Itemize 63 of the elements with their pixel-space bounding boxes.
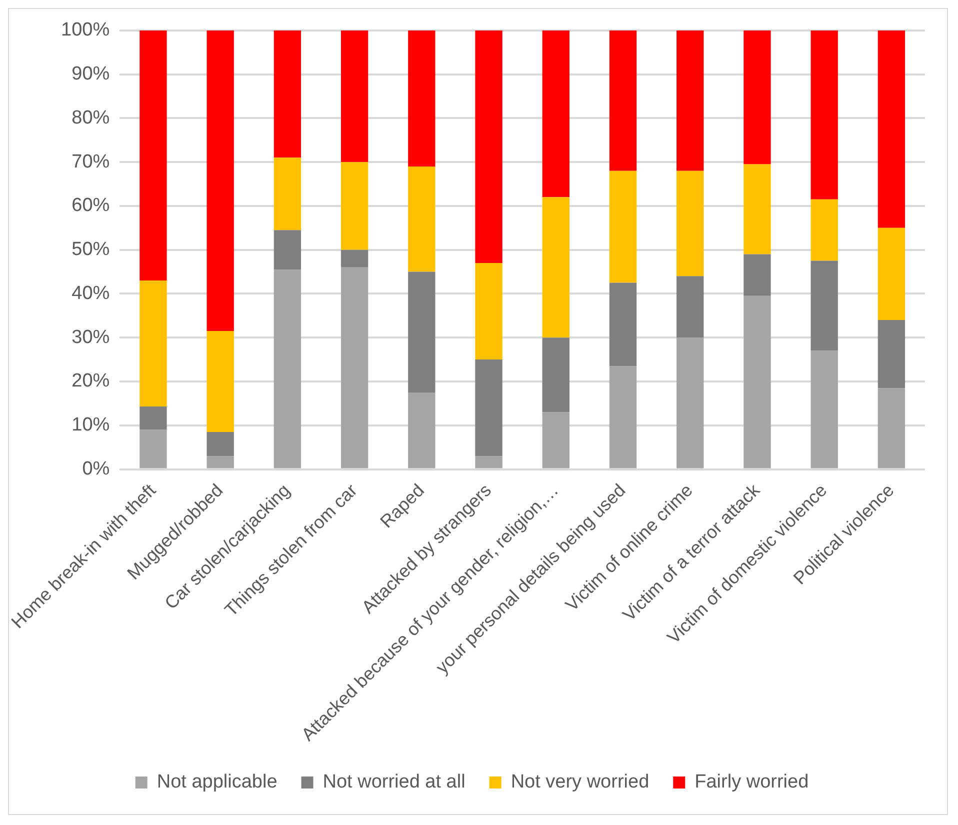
bar: [408, 30, 436, 166]
bar: [140, 30, 167, 281]
bar: [274, 158, 302, 230]
bar: [609, 170, 637, 283]
bar: [274, 230, 302, 270]
bar: [274, 270, 302, 468]
bar: [140, 430, 167, 468]
y-tick-label: 90%: [72, 64, 110, 85]
bar: [810, 199, 838, 261]
bar: [206, 432, 234, 456]
legend-label: Fairly worried: [694, 772, 809, 793]
bar: [206, 456, 234, 468]
bar: [140, 406, 167, 430]
bar: [206, 331, 234, 432]
bar: [340, 250, 368, 268]
bar: [340, 30, 368, 162]
bar: [542, 412, 570, 468]
legend-label: Not worried at all: [322, 772, 466, 793]
y-tick-label: 60%: [72, 195, 110, 216]
bar: [206, 30, 234, 332]
bar: [878, 388, 906, 468]
bar: [676, 338, 704, 468]
bar: [542, 197, 570, 338]
bar: [140, 280, 167, 406]
y-tick-label: 20%: [72, 370, 110, 392]
y-tick-label: 100%: [61, 20, 110, 41]
bar: [340, 162, 368, 250]
y-tick-label: 30%: [72, 326, 110, 348]
bar: [542, 30, 570, 198]
y-tick-label: 40%: [72, 282, 110, 304]
bar: [408, 166, 436, 272]
bar: [878, 228, 906, 320]
bar: [810, 260, 838, 351]
legend-label: Not very worried: [510, 772, 650, 793]
bar: [744, 296, 771, 468]
bar: [340, 267, 368, 468]
bar: [475, 30, 502, 263]
y-tick-label: 80%: [72, 107, 110, 128]
bar: [744, 30, 771, 164]
bar: [475, 360, 502, 456]
bar: [676, 170, 704, 276]
bar: [408, 392, 436, 468]
bar: [274, 30, 302, 158]
bar: [744, 254, 771, 296]
bar: [609, 366, 637, 468]
bar: [609, 282, 637, 366]
bar: [475, 456, 502, 468]
legend-label: Not applicable: [156, 772, 278, 793]
bar: [542, 338, 570, 412]
bar: [408, 272, 436, 392]
y-tick-label: 0%: [82, 458, 110, 480]
bar: [810, 30, 838, 200]
bar: [676, 276, 704, 338]
bar: [676, 30, 704, 171]
bar: [878, 30, 906, 228]
y-tick-label: 70%: [72, 151, 110, 172]
bar: [475, 262, 502, 360]
bar: [744, 164, 771, 254]
y-tick-label: 10%: [72, 414, 110, 436]
bar: [878, 320, 906, 388]
y-tick-label: 50%: [72, 239, 110, 260]
bar: [609, 30, 637, 171]
bar: [810, 350, 838, 468]
